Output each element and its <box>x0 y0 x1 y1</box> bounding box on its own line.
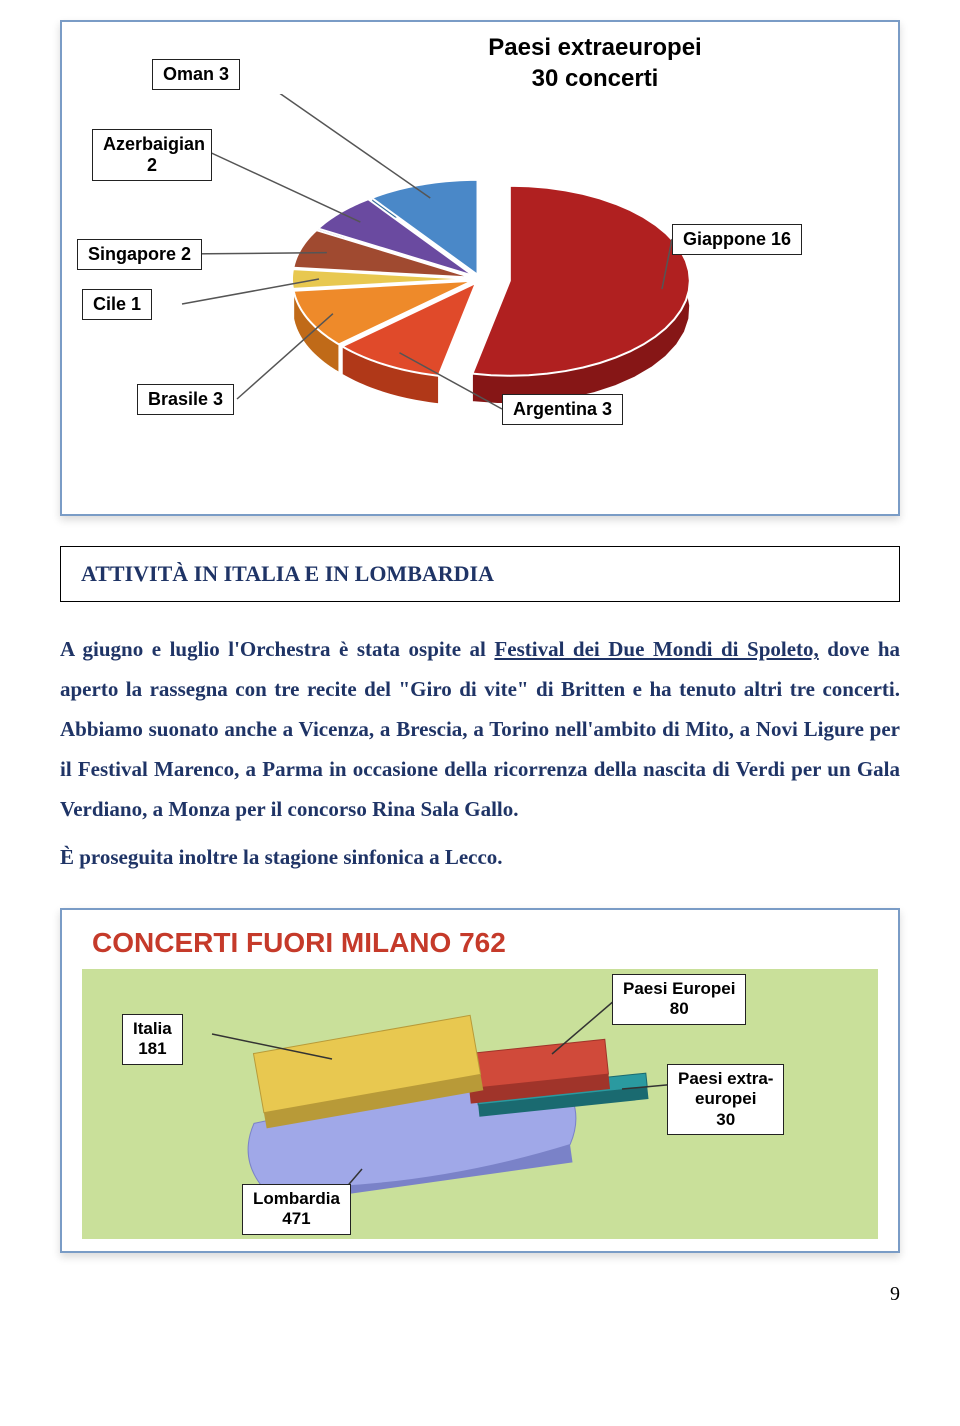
pie-slice-label: Singapore 2 <box>77 239 202 270</box>
chart2-label: Paesi extra-europei30 <box>667 1064 784 1135</box>
pie-slice-label: Brasile 3 <box>137 384 234 415</box>
section-title: ATTIVITÀ IN ITALIA E IN LOMBARDIA <box>60 546 900 602</box>
chart1-title: Paesi extraeuropei 30 concerti <box>312 32 878 94</box>
para-text-b: dove ha aperto la rassegna con tre recit… <box>60 637 900 821</box>
chart2-container: CONCERTI FUORI MILANO 762 Italia181 Lomba… <box>60 908 900 1253</box>
pie-chart-svg <box>240 129 720 459</box>
page-number: 9 <box>60 1283 900 1306</box>
chart1-title-line1: Paesi extraeuropei <box>312 32 878 63</box>
festival-link: Festival dei Due Mondi di Spoleto, <box>494 637 818 661</box>
chart2-title: CONCERTI FUORI MILANO 762 <box>92 927 878 959</box>
pie-slice-label: Azerbaigian2 <box>92 129 212 181</box>
chart1-area: Oman 3Azerbaigian2Singapore 2Cile 1Brasi… <box>82 94 878 494</box>
pie-slice-label: Argentina 3 <box>502 394 623 425</box>
chart1-container: Paesi extraeuropei 30 concerti Oman 3Aze… <box>60 20 900 516</box>
pie-slice-label: Cile 1 <box>82 289 152 320</box>
chart2-label: Paesi Europei80 <box>612 974 746 1025</box>
pie-slice-label: Giappone 16 <box>672 224 802 255</box>
chart1-title-line2: 30 concerti <box>312 63 878 94</box>
chart2-area: Italia181 Lombardia471 Paesi Europei80 Paes… <box>82 969 878 1239</box>
pie-slice-label: Oman 3 <box>152 59 240 90</box>
body-paragraph: A giugno e luglio l'Orchestra è stata os… <box>60 630 900 877</box>
chart2-label: Lombardia471 <box>242 1184 351 1235</box>
para-text-a: A giugno e luglio l'Orchestra è stata os… <box>60 637 494 661</box>
chart2-label: Italia181 <box>122 1014 183 1065</box>
para-text-2: È proseguita inoltre la stagione sinfoni… <box>60 838 900 878</box>
